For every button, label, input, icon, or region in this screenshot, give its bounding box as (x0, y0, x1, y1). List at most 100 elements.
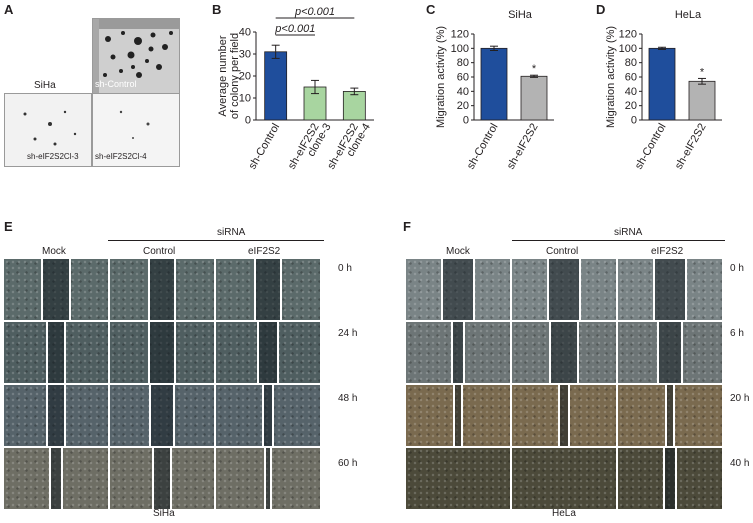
wound-micrograph (4, 448, 108, 509)
wound-micrograph (618, 259, 722, 320)
y-tick-label: 20 (625, 100, 637, 112)
y-tick-label: 120 (619, 29, 637, 41)
panel-e-col-control: Control (143, 246, 176, 257)
panel-label-c: C (426, 2, 436, 17)
image-label-sh-control: sh-Control (95, 79, 137, 89)
wound-micrograph (216, 385, 320, 446)
wound-micrograph (110, 259, 214, 320)
wound-grid-siha (4, 259, 324, 511)
bar (342, 91, 366, 121)
y-tick-label: 60 (457, 72, 469, 84)
wound-gap (547, 259, 581, 320)
category-label: sh-Control (465, 122, 501, 172)
panel-f-time-2: 20 h (730, 393, 750, 404)
category-label: sh-eIF2S2 (505, 122, 541, 172)
colony-image-clone-4: sh-eIF2S2Cl-4 (92, 93, 180, 167)
wound-micrograph (618, 448, 722, 509)
panel-label-b: B (212, 2, 222, 17)
panel-e-time-0: 0 h (338, 263, 352, 274)
wound-gap (257, 322, 279, 383)
panel-label-f: F (403, 219, 411, 234)
panel-a-cell-line: SiHa (34, 80, 56, 91)
wound-gap (558, 385, 570, 446)
y-tick-label: 100 (451, 43, 469, 55)
wound-gap (657, 322, 683, 383)
panel-f-time-0: 0 h (730, 263, 744, 274)
bar (480, 47, 508, 121)
wound-micrograph (406, 259, 510, 320)
y-tick-label: 80 (625, 57, 637, 69)
wound-gap (663, 448, 677, 509)
panel-e-time-3: 60 h (338, 458, 358, 469)
category-label: sh-Control (633, 122, 669, 172)
y-axis-label: of colony per field (229, 33, 241, 119)
chart-b: 0 10 20 30 40 Average number of colony per fie… (217, 6, 374, 172)
panel-label-e: E (4, 219, 13, 234)
wound-micrograph (512, 259, 616, 320)
wound-gap (451, 322, 465, 383)
panel-f-sirna-bracket (512, 240, 725, 241)
image-label-clone-4: sh-eIF2S2Cl-4 (95, 152, 147, 161)
y-tick-label: 120 (451, 29, 469, 41)
wound-micrograph (406, 448, 510, 509)
y-tick-label: 100 (619, 43, 637, 55)
wound-gap (148, 322, 176, 383)
y-tick-label: 40 (625, 86, 637, 98)
wound-micrograph (4, 385, 108, 446)
wound-micrograph (406, 385, 510, 446)
panel-e-sirna-bracket (108, 240, 324, 241)
bar (264, 51, 288, 121)
wound-micrograph (512, 448, 616, 509)
wound-micrograph (512, 322, 616, 383)
significance-star: * (700, 66, 705, 78)
colony-image-clone-3: sh-eIF2S2Cl-3 (4, 93, 92, 167)
y-tick-label: 40 (239, 27, 251, 39)
y-tick-label: 40 (457, 86, 469, 98)
panel-f-time-1: 6 h (730, 328, 744, 339)
panel-f-time-3: 40 h (730, 458, 750, 469)
significance-label: p<0.001 (294, 6, 335, 18)
panel-e-cell-line: SiHa (153, 508, 175, 519)
category-label: sh-Control (246, 122, 282, 172)
chart-c: 0 20 40 60 80 100 120 Migration activity (%) sh-… (435, 9, 554, 172)
panel-label-a: A (4, 2, 14, 17)
y-tick-label: 0 (463, 115, 469, 127)
panel-e-col-eif2s2: eIF2S2 (248, 246, 281, 257)
colony-dots (119, 110, 150, 139)
y-tick-label: 20 (457, 100, 469, 112)
wound-gap (41, 259, 71, 320)
wound-gap (148, 259, 176, 320)
wound-micrograph (216, 259, 320, 320)
wound-gap (254, 259, 282, 320)
bar (520, 75, 548, 121)
wound-grid-hela (406, 259, 724, 511)
y-axis-label: Migration activity (%) (435, 26, 447, 128)
colony-image-sh-control: sh-Control (92, 18, 180, 94)
category-label: sh-eIF2S2 (673, 122, 709, 172)
panel-e-col-mock: Mock (42, 246, 66, 257)
chart-title: HeLa (675, 9, 702, 21)
wound-gap (665, 385, 675, 446)
panel-label-d: D (596, 2, 606, 17)
wound-gap (441, 259, 475, 320)
colony-dots (23, 110, 77, 146)
wound-gap (49, 448, 63, 509)
wound-gap (264, 448, 272, 509)
wound-gap (453, 385, 463, 446)
bar (688, 80, 716, 121)
y-axis-label: Migration activity (%) (605, 26, 617, 128)
panel-f-cell-line: HeLa (552, 508, 576, 519)
panel-e-sirna: siRNA (217, 227, 246, 238)
wound-micrograph (618, 385, 722, 446)
panel-f-sirna: siRNA (614, 227, 643, 238)
bar (648, 47, 676, 121)
y-tick-label: 20 (239, 71, 251, 83)
y-tick-label: 0 (631, 115, 637, 127)
significance-label: p<0.001 (274, 23, 315, 35)
wound-gap (46, 322, 66, 383)
y-tick-label: 30 (239, 49, 251, 61)
colony-dots (93, 19, 179, 93)
significance-star: * (532, 63, 537, 75)
wound-micrograph (216, 448, 320, 509)
wound-gap (549, 322, 579, 383)
